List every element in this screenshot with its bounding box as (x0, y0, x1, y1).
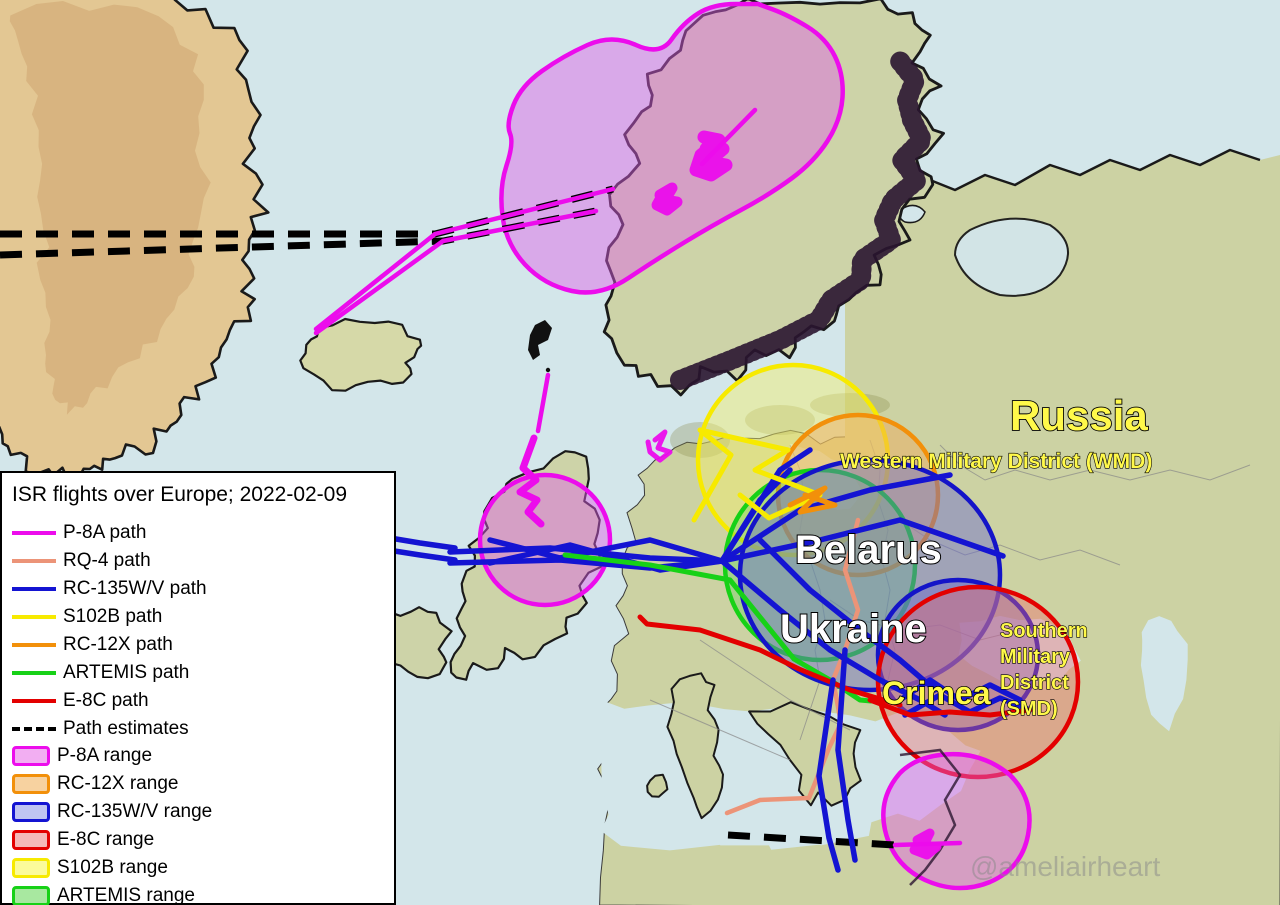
svg-text:@ameliairheart: @ameliairheart (970, 851, 1160, 882)
svg-text:Southern: Southern (1000, 620, 1088, 642)
svg-text:Western Military District (WMD: Western Military District (WMD) (840, 450, 1152, 473)
svg-text:Crimea: Crimea (882, 675, 991, 711)
svg-text:Ukraine: Ukraine (780, 607, 927, 651)
svg-text:Belarus: Belarus (795, 528, 942, 572)
svg-text:Military: Military (1000, 646, 1071, 668)
svg-text:District: District (1000, 672, 1069, 694)
svg-text:Russia: Russia (1010, 392, 1148, 439)
svg-text:(SMD): (SMD) (1000, 698, 1058, 720)
